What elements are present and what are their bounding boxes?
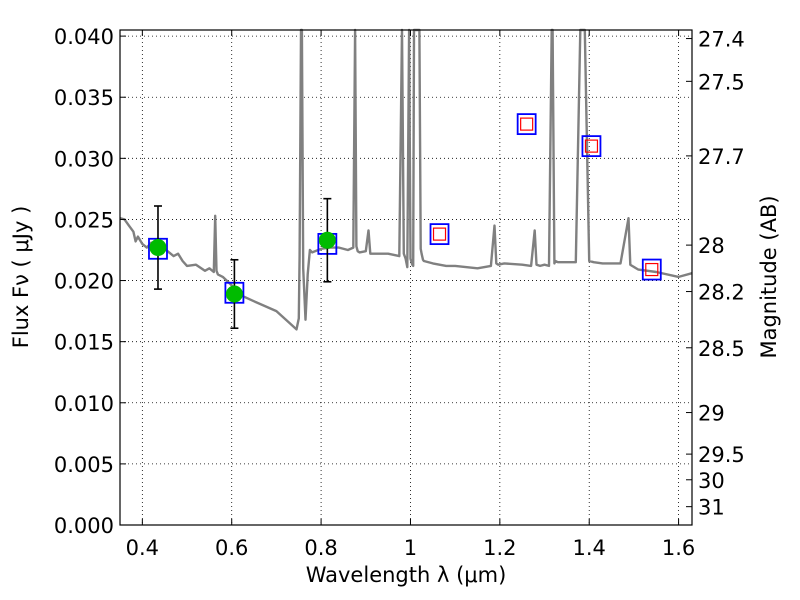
x-tick-label: 1 <box>404 536 417 560</box>
model-photometry-square <box>516 113 537 136</box>
y2-tick-label: 28.5 <box>698 337 745 361</box>
ir-photometry-square <box>520 117 534 131</box>
marker-layer <box>148 113 662 330</box>
y2-axis-label: Magnitude (AB) <box>757 195 781 358</box>
x-axis-label: Wavelength λ (μm) <box>306 563 507 587</box>
y-tick-label: 0.000 <box>54 514 114 538</box>
grid <box>120 30 692 526</box>
series-layer <box>119 28 693 331</box>
y2-tick-label: 31 <box>698 496 725 520</box>
y2-tick-label: 27.5 <box>698 70 745 94</box>
model-photometry-square <box>429 223 450 246</box>
y2-tick-label: 30 <box>698 469 725 493</box>
x-tick-label: 1.2 <box>483 536 516 560</box>
y2-tick-label: 29.5 <box>698 443 745 467</box>
y-tick-label: 0.020 <box>54 270 114 294</box>
y-tick-label: 0.010 <box>54 392 114 416</box>
y-tick-label: 0.015 <box>54 331 114 355</box>
ir-photometry-square <box>432 227 447 241</box>
observed-photometry-point <box>149 239 167 257</box>
y2-tick-label: 27.4 <box>698 28 745 52</box>
x-tick-label: 0.4 <box>126 536 159 560</box>
ir-photometry-square <box>584 139 599 153</box>
y2-tick-label: 29 <box>698 402 725 426</box>
plot-frame <box>119 29 693 526</box>
y-tick-label: 0.025 <box>54 208 114 232</box>
y2-tick-label: 28.2 <box>698 281 745 305</box>
observed-photometry-point <box>318 231 336 249</box>
x-tick-label: 0.6 <box>215 536 248 560</box>
y-axis-label: Flux Fν ( μJy ) <box>9 206 33 349</box>
model-photometry-square <box>641 258 662 281</box>
y2-tick-label: 28 <box>698 234 725 258</box>
y-tick-label: 0.035 <box>54 86 114 110</box>
y-tick-label: 0.030 <box>54 147 114 171</box>
ir-photometry-square <box>645 262 659 277</box>
y2-tick-label: 27.7 <box>698 145 745 169</box>
x-tick-label: 0.8 <box>304 536 337 560</box>
model-photometry-square <box>581 135 602 158</box>
x-tick-label: 1.6 <box>662 536 695 560</box>
tick-layer <box>120 30 692 526</box>
tick-labels: 0.4 0.6 0.8 1 1.2 1.4 1.6 0.000 0.005 0.010 0.015 0… <box>54 25 745 560</box>
x-tick-label: 1.4 <box>573 536 606 560</box>
model-spectrum-line <box>119 28 693 331</box>
y-tick-label: 0.040 <box>54 25 114 49</box>
observed-photometry-point <box>225 285 243 303</box>
y-tick-label: 0.005 <box>54 453 114 477</box>
